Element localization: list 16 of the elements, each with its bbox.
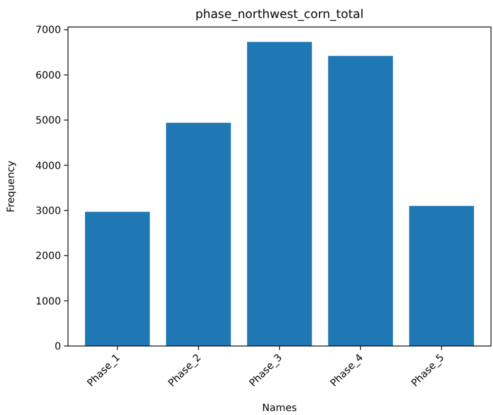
bar — [409, 206, 474, 346]
y-tick-label: 0 — [54, 342, 61, 352]
y-tick-label: 7000 — [36, 25, 61, 36]
chart-title: phase_northwest_corn_total — [195, 7, 364, 21]
y-tick-label: 6000 — [36, 70, 61, 82]
y-tick-label: 3000 — [36, 206, 61, 217]
y-axis-title: Frequency — [6, 160, 17, 212]
bar — [247, 42, 312, 346]
bar — [85, 212, 150, 346]
bar — [328, 56, 393, 346]
y-tick-label: 2000 — [36, 251, 61, 262]
y-tick-label: 4000 — [36, 160, 61, 172]
y-tick-label: 1000 — [36, 296, 61, 308]
x-axis-title: Names — [262, 403, 297, 414]
y-tick-label: 5000 — [36, 116, 61, 127]
bar — [166, 122, 231, 346]
